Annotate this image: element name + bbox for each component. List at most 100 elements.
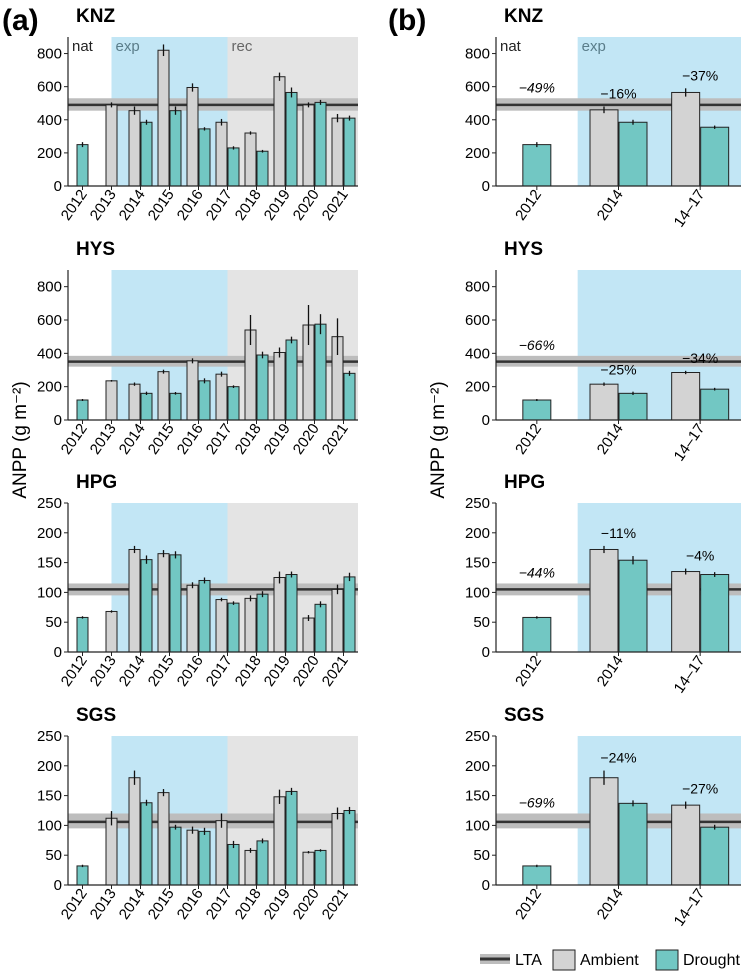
y-tick-label: 600: [465, 79, 490, 96]
drought-bar: [256, 593, 269, 653]
x-tick-label: 2015: [145, 886, 178, 923]
y-tick-label: 150: [37, 788, 62, 805]
y-tick-label: 600: [37, 312, 62, 329]
ambient-bar: [215, 121, 228, 187]
ambient-bar: [157, 553, 170, 653]
x-tick-label: 2016: [174, 421, 207, 458]
drought-bar: [314, 323, 327, 421]
ambient-bar: [589, 383, 619, 421]
drought-bar: [227, 602, 240, 653]
x-tick-label: 2014: [116, 886, 149, 923]
x-tick-label: 2012: [58, 886, 91, 923]
x-tick-label: 2019: [261, 187, 294, 224]
ambient-bar: [186, 584, 199, 653]
drought-bar: [522, 144, 552, 187]
ambient-bar: [157, 792, 170, 886]
drought-bar: [700, 826, 730, 886]
percent-annotation: −69%: [519, 794, 555, 810]
site-label: SGS: [76, 705, 116, 726]
drought-bar: [227, 386, 240, 421]
x-tick-label: 2013: [87, 886, 120, 923]
ambient-bar: [273, 577, 286, 653]
drought-bar: [140, 559, 153, 653]
y-tick-label: 200: [37, 525, 62, 542]
y-tick-label: 200: [465, 525, 490, 542]
drought-bar: [343, 576, 356, 653]
drought-bar: [343, 117, 356, 187]
drought-bar: [314, 849, 327, 886]
ambient-bar: [244, 849, 257, 886]
ambient-bar: [105, 104, 118, 187]
chart-a-hys: 2012201320142015201620172018201920202021…: [37, 239, 358, 458]
drought-bar: [76, 865, 89, 886]
x-tick-label: 2015: [145, 187, 178, 224]
period-label-nat: nat: [500, 38, 522, 55]
drought-bar: [314, 603, 327, 653]
x-tick-label: 2012: [512, 653, 545, 690]
y-tick-label: 0: [482, 178, 490, 195]
ambient-bar: [128, 548, 141, 653]
y-tick-label: 200: [37, 758, 62, 775]
x-tick-label: 2014: [116, 421, 149, 458]
period-label-exp: exp: [582, 38, 606, 55]
x-tick-label: 2015: [145, 653, 178, 690]
x-tick-label: 2021: [319, 653, 352, 690]
percent-annotation: −27%: [682, 781, 718, 797]
y-tick-label: 150: [37, 555, 62, 572]
y-tick-label: 200: [37, 379, 62, 396]
site-label: HYS: [504, 239, 543, 260]
x-tick-label: 14–17: [671, 187, 709, 231]
y-tick-label: 400: [37, 112, 62, 129]
x-tick-label: 2019: [261, 421, 294, 458]
legend-drought-swatch: [655, 949, 679, 971]
drought-bar: [169, 110, 182, 187]
x-tick-label: 2019: [261, 653, 294, 690]
y-tick-label: 0: [482, 877, 490, 894]
y-tick-label: 400: [465, 345, 490, 362]
y-tick-label: 800: [37, 279, 62, 296]
ambient-bar: [671, 372, 701, 421]
percent-annotation: −25%: [600, 362, 636, 378]
drought-bar: [198, 579, 211, 653]
y-axis-label-b: ANPP (g m⁻²): [428, 381, 449, 498]
drought-bar: [140, 392, 153, 421]
y-tick-label: 250: [465, 495, 490, 512]
ambient-bar: [331, 117, 344, 187]
ambient-bar: [128, 110, 141, 187]
chart-a-hpg: 2012201320142015201620172018201920202021…: [37, 472, 358, 690]
x-tick-label: 2018: [232, 653, 265, 690]
y-axis-label-a: ANPP (g m⁻²): [10, 381, 31, 498]
legend-ambient-swatch: [552, 949, 576, 971]
drought-bar: [169, 554, 182, 653]
drought-bar: [343, 372, 356, 421]
ambient-bar: [128, 383, 141, 421]
x-tick-label: 2021: [319, 187, 352, 224]
y-tick-label: 150: [465, 555, 490, 572]
ambient-bar: [331, 812, 344, 886]
x-tick-label: 2013: [87, 187, 120, 224]
site-label: KNZ: [76, 6, 115, 27]
drought-bar: [343, 810, 356, 886]
x-tick-label: 2012: [58, 421, 91, 458]
ambient-bar: [128, 777, 141, 886]
ambient-bar: [105, 610, 118, 653]
legend-ambient-label: Ambient: [580, 952, 639, 969]
ambient-bar: [302, 104, 315, 187]
drought-bar: [700, 574, 730, 653]
drought-bar: [76, 616, 89, 653]
y-tick-label: 50: [473, 614, 490, 631]
ambient-bar: [215, 820, 228, 886]
y-tick-label: 200: [465, 145, 490, 162]
ambient-bar: [331, 588, 344, 653]
panel-label-b: (b): [388, 4, 426, 37]
drought-bar: [618, 802, 648, 886]
y-tick-label: 100: [465, 817, 490, 834]
percent-annotation: −16%: [600, 86, 636, 102]
x-tick-label: 2021: [319, 886, 352, 923]
ambient-bar: [215, 599, 228, 653]
site-label: KNZ: [504, 6, 543, 27]
ambient-bar: [302, 617, 315, 653]
percent-annotation: −4%: [686, 548, 714, 564]
chart-b-hpg: 2012 2014 14–17 −44% −11% −4% 0 50 100 150 200 250 H…: [465, 472, 741, 696]
ambient-bar: [671, 804, 701, 886]
